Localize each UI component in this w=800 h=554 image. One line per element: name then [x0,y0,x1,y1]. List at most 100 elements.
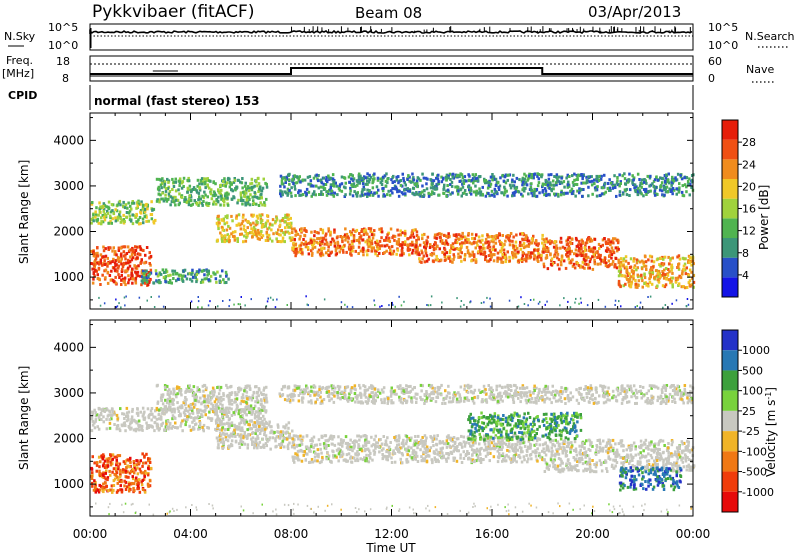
echo-cell [575,244,579,248]
echo-cell [127,211,131,215]
echo-cell [96,246,99,250]
echo-cell [422,241,426,245]
echo-cell [615,238,619,242]
echo-cell [142,249,145,252]
echo-cell [577,247,581,250]
echo-cell [589,247,593,251]
echo-cell [141,281,144,285]
echo-cell [280,182,284,186]
echo-cell [486,259,489,263]
echo-cell [160,417,163,421]
echo-cell [550,189,553,193]
echo-cell [227,237,231,241]
echo-cell [521,183,524,187]
echo-cell [101,213,104,217]
echo-cell [265,185,269,189]
echo-cell [327,229,331,233]
echo-cell [261,186,265,190]
echo-cell [200,177,204,181]
echo-cell [122,213,125,217]
echo-cell [562,180,566,184]
echo-cell [198,424,202,427]
echo-cell [568,247,571,251]
echo-cell [660,181,664,185]
echo-cell [225,406,229,410]
noise-cell [146,299,148,302]
echo-cell [157,185,161,189]
noise-cell [323,298,326,301]
echo-cell [120,273,123,277]
echo-cell [667,178,670,182]
echo-cell [424,243,427,247]
echo-cell [116,218,119,222]
echo-cell [457,255,460,259]
echo-cell [157,408,161,412]
echo-cell [600,259,603,263]
echo-cell [126,415,130,419]
echo-cell [546,240,550,244]
echo-cell [397,175,400,179]
echo-cell [224,270,228,274]
echo-cell [576,262,580,265]
echo-cell [240,399,243,403]
noise-cell [392,303,394,306]
echo-cell [256,419,259,423]
echo-cell [545,180,549,184]
echo-cell [172,185,176,188]
echo-cell [183,399,186,403]
echo-cell [582,252,585,256]
noise-cell [546,300,548,303]
echo-cell [221,437,224,441]
echo-cell [279,219,282,223]
echo-cell [217,400,220,404]
echo-cell [189,403,192,407]
echo-cell [127,483,131,486]
echo-cell [332,239,336,243]
echo-cell [529,254,532,258]
echo-cell [221,269,224,273]
echo-cell [197,400,201,404]
echo-cell [253,184,256,188]
echo-cell [208,410,211,414]
echo-cell [218,388,222,392]
echo-cell [531,239,534,243]
echo-cell [550,240,553,244]
echo-cell [610,246,614,250]
echo-cell [103,269,106,273]
echo-cell [100,255,104,259]
echo-cell [159,178,162,182]
echo-cell [94,483,97,487]
echo-cell [239,232,242,236]
echo-cell [210,188,213,192]
echo-cell [228,185,232,189]
echo-cell [527,244,530,248]
echo-cell [225,432,229,436]
echo-cell [216,270,219,274]
echo-cell [250,227,253,231]
echo-cell [427,257,430,261]
echo-cell [217,443,220,447]
echo-cell [161,409,164,413]
echo-cell [422,176,426,180]
echo-cell [257,410,261,414]
echo-cell [241,186,244,190]
echo-cell [530,237,534,241]
echo-cell [250,412,254,416]
echo-cell [657,280,661,284]
echo-cell [198,195,201,199]
echo-cell [260,192,263,196]
echo-cell [688,283,692,287]
echo-cell [357,238,361,242]
echo-cell [443,258,447,262]
echo-cell [165,422,168,426]
echo-cell [123,417,126,420]
echo-cell [233,397,237,401]
echo-cell [588,260,592,264]
noise-cell [158,295,160,298]
echo-cell [607,242,610,245]
echo-cell [176,407,180,411]
echo-cell [95,461,99,465]
echo-cell [98,262,101,266]
echo-cell [607,238,611,242]
echo-cell [201,425,204,429]
